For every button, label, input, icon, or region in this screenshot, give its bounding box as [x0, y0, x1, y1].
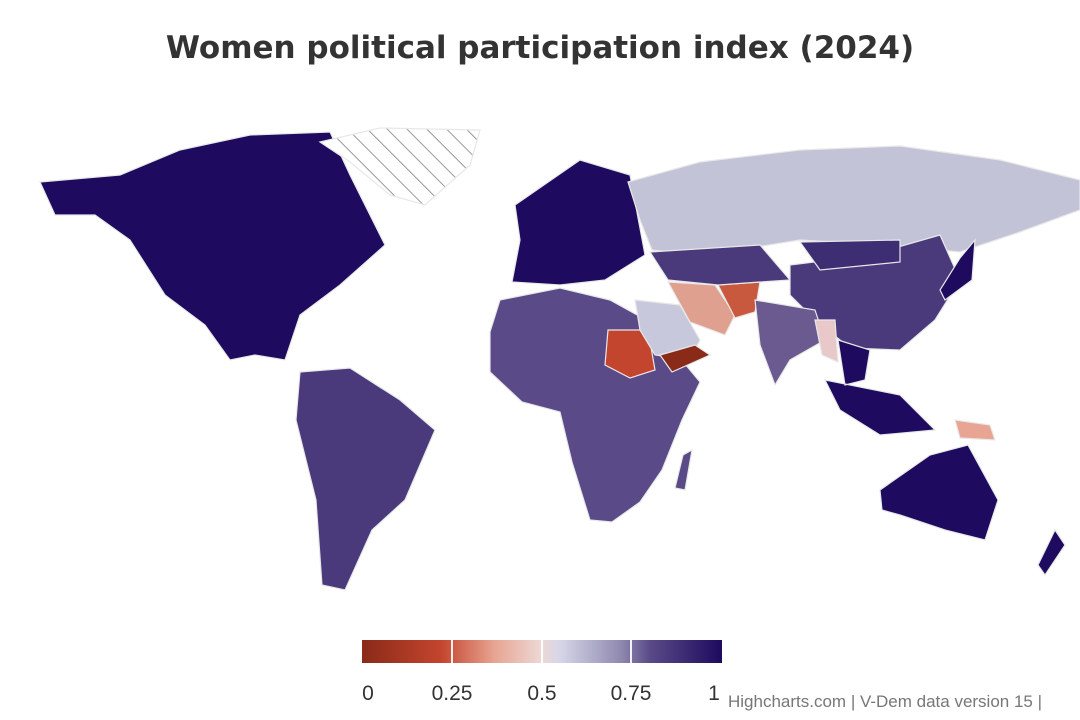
region-india[interactable]	[754, 299, 826, 387]
region-central-asia[interactable]	[648, 244, 792, 286]
region-madagascar[interactable]	[674, 448, 693, 491]
region-russia[interactable]	[627, 145, 1080, 257]
region-new-zealand[interactable]	[1037, 528, 1066, 577]
legend-separator	[451, 640, 453, 663]
region-papua-new-guinea[interactable]	[954, 419, 996, 441]
color-axis-legend	[362, 640, 722, 663]
legend-tick: 0	[362, 682, 374, 705]
region-japan[interactable]	[939, 238, 976, 301]
region-north-america[interactable]	[39, 131, 386, 361]
region-south-america[interactable]	[295, 367, 436, 591]
region-yemen[interactable]	[659, 344, 712, 373]
legend-separator	[541, 640, 543, 663]
legend-tick: 0.25	[431, 682, 473, 705]
chart-title: Women political participation index (202…	[165, 30, 915, 66]
region-southeast-asia[interactable]	[823, 339, 937, 436]
region-greenland[interactable]	[318, 127, 481, 206]
legend-tick: 0.5	[527, 682, 557, 705]
credits-link[interactable]: Highcharts.com | V-Dem data version 15 |	[728, 692, 1043, 711]
region-europe[interactable]	[511, 159, 646, 286]
legend-tick: 0.75	[610, 682, 652, 705]
region-mongolia[interactable]	[798, 239, 901, 271]
world-map	[39, 127, 1080, 591]
region-australia[interactable]	[879, 444, 999, 541]
region-myanmar[interactable]	[814, 319, 839, 363]
legend-separator	[630, 640, 632, 663]
legend-tick: 1	[708, 682, 720, 705]
